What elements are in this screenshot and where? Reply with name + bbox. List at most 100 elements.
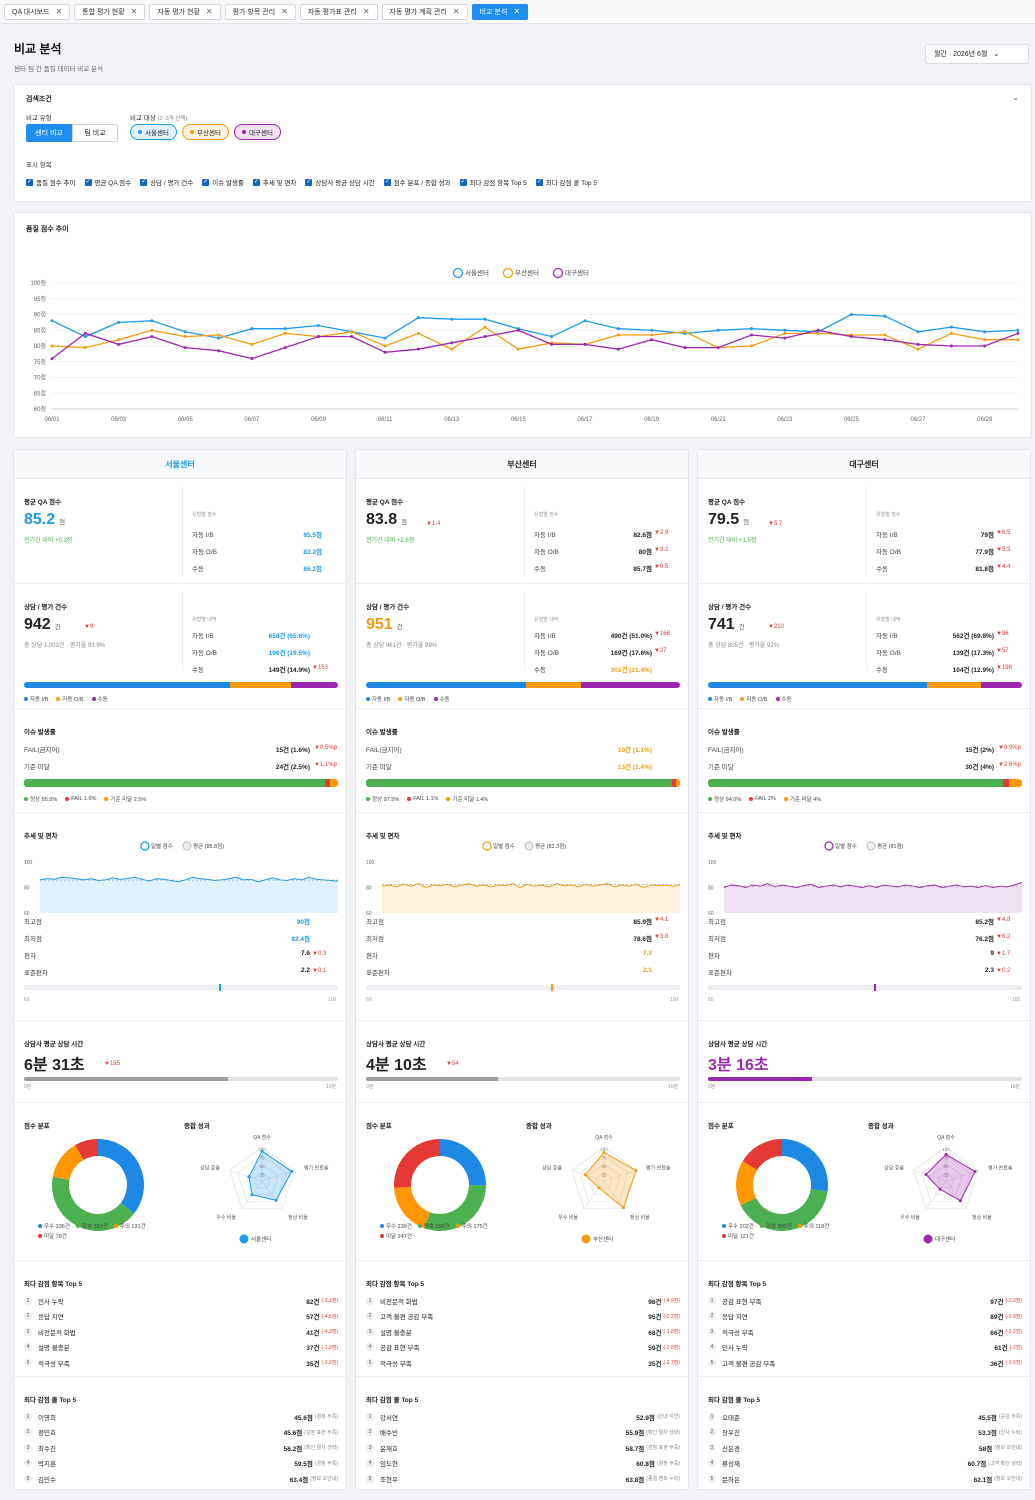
- section-title: 상담 / 평가 건수: [366, 604, 410, 611]
- checkbox-checked-icon[interactable]: ✓: [252, 178, 260, 186]
- legend-marker: [824, 841, 834, 851]
- row-value: 10건 (1.1%): [617, 747, 652, 754]
- period-select[interactable]: 월간 · 2026년 6월 ⌄: [925, 44, 1029, 64]
- radar-point: [250, 1193, 254, 1197]
- y-tick-label: 85점: [34, 327, 46, 334]
- scale-max: 100: [1012, 997, 1021, 1003]
- display-checkbox-3[interactable]: ✓ 상담 / 평가 건수: [140, 177, 193, 187]
- row-label: 최저점: [366, 936, 384, 943]
- collapse-chevron-icon[interactable]: ⌄: [1012, 93, 1019, 102]
- row-value: 149건 (14.9%): [268, 667, 310, 674]
- donut-slice: [740, 1189, 828, 1231]
- display-checkbox-9[interactable]: ✓ 최다 감점 콜 Top 5: [535, 177, 597, 187]
- tab-5[interactable]: 자동 평가표 관리 ✕: [299, 3, 378, 20]
- radar-point: [290, 1169, 294, 1173]
- team-compare-button[interactable]: 팀 비교: [72, 124, 118, 142]
- checkbox-checked-icon[interactable]: ✓: [383, 178, 391, 186]
- checkbox-checked-icon[interactable]: ✓: [305, 178, 313, 186]
- radar-tick-label: 75: [259, 1156, 265, 1161]
- close-icon[interactable]: ✕: [205, 7, 213, 16]
- issue-legend: 정상 97.5% FAIL 1.1% 기준 미달 1.4%: [366, 795, 488, 803]
- row-value: 76.2점: [975, 936, 994, 943]
- radar-axis: [945, 1170, 979, 1182]
- share-segment: [291, 682, 338, 688]
- checkbox-checked-icon[interactable]: ✓: [26, 178, 33, 186]
- target-pill-seoul[interactable]: 서울센터: [130, 124, 177, 140]
- display-checkbox-1[interactable]: ✓ 품질 점수 추이: [26, 177, 76, 187]
- rank-badge: 5: [708, 1474, 716, 1483]
- tab-1[interactable]: QA 대시보드 ✕: [4, 3, 71, 20]
- data-point: [883, 338, 887, 342]
- tab-7[interactable]: 비교 분석 ✕: [471, 3, 529, 20]
- row-value: 13건 (1.4%): [617, 764, 652, 771]
- row-label: 최고점: [366, 919, 384, 926]
- item-value: 95건: [648, 1314, 662, 1322]
- display-checkbox-2[interactable]: ✓ 평균 QA 점수: [84, 177, 131, 187]
- tab-3[interactable]: 자동 평가 현황 ✕: [149, 3, 221, 20]
- item-name: 최수진: [38, 1445, 56, 1453]
- close-icon[interactable]: ✕: [362, 7, 370, 16]
- rank-badge: 1: [708, 1412, 716, 1421]
- row-label: 최고점: [24, 919, 42, 926]
- display-checkbox-5[interactable]: ✓ 추세 및 편차: [252, 177, 296, 187]
- checkbox-checked-icon[interactable]: ✓: [459, 178, 467, 186]
- close-icon[interactable]: ✕: [55, 7, 63, 16]
- data-point: [516, 328, 520, 332]
- x-tick-label: 06/17: [577, 417, 593, 423]
- tab-2[interactable]: 통합 평가 현황 ✕: [74, 3, 146, 20]
- legend-dot-icon: [708, 697, 712, 701]
- legend-item: 우수 336건: [38, 1222, 70, 1230]
- display-checkbox-6[interactable]: ✓ 상담사 평균 상담 시간: [305, 177, 375, 187]
- share-segment: [366, 682, 527, 688]
- y-tick-label: 95점: [34, 296, 46, 303]
- checkbox-checked-icon[interactable]: ✓: [140, 178, 148, 186]
- close-icon[interactable]: ✕: [513, 7, 521, 16]
- legend-item: 양호 290건: [417, 1222, 450, 1230]
- item-value: 45.6점: [294, 1414, 313, 1422]
- display-checkbox-8[interactable]: ✓ 최다 감점 항목 Top 5: [459, 177, 527, 187]
- top-items-section: 최다 감점 항목 Top 5 1 비전문적 화법 98건 (-4.9점) 2 고객 불편 공…: [356, 1260, 688, 1376]
- data-point: [150, 335, 154, 339]
- row-value: 7.6: [300, 950, 310, 957]
- legend-item: 미달 78건: [38, 1232, 67, 1240]
- item-value: 82건: [306, 1298, 320, 1306]
- data-point: [83, 335, 87, 339]
- item-value: 53.3점: [978, 1430, 997, 1438]
- legend-item: 자동 I/B: [708, 695, 732, 703]
- item-note: (정보 오안내): [994, 1445, 1022, 1452]
- item-name: 고객 불편 공감 부족: [722, 1360, 776, 1368]
- close-icon[interactable]: ✕: [130, 7, 138, 16]
- close-icon[interactable]: ✕: [281, 7, 288, 16]
- item-name: 적극성 부족: [380, 1360, 412, 1368]
- radar-point: [621, 1206, 625, 1210]
- display-checkbox-4[interactable]: ✓ 이슈 발생률: [202, 177, 244, 187]
- score-distribution-donut: [736, 1139, 828, 1231]
- tab-6[interactable]: 자동 평가 계획 관리 ✕: [381, 3, 468, 20]
- display-checkbox-7[interactable]: ✓ 점수 분포 / 종합 성과: [383, 177, 451, 187]
- item-name: 비전문적 화법: [38, 1329, 76, 1337]
- row-label: 기준 미달: [24, 764, 50, 771]
- tab-4[interactable]: 평가 항목 관리 ✕: [224, 3, 296, 20]
- data-point: [583, 342, 587, 346]
- item-name: 강서연: [380, 1414, 398, 1422]
- radar-grid: [587, 1163, 621, 1196]
- row-delta: ▼0.5%p: [314, 745, 337, 751]
- data-point: [316, 335, 320, 339]
- radar-tick-label: 25: [943, 1173, 949, 1178]
- radar-tick-label: 50: [943, 1164, 949, 1169]
- list-item: 2 배수빈 55.9점 (확인 절차 생략): [366, 1425, 680, 1441]
- target-pill-daegu[interactable]: 대구센터: [234, 124, 281, 140]
- close-icon[interactable]: ✕: [452, 7, 460, 16]
- data-point: [650, 328, 654, 332]
- scale-min: 60: [366, 997, 372, 1003]
- radar-axis: [603, 1170, 637, 1182]
- center-column-title: 부산센터: [356, 450, 688, 479]
- center-compare-button[interactable]: 센터 비교: [26, 124, 72, 142]
- checkbox-checked-icon[interactable]: ✓: [202, 178, 210, 186]
- page-subtitle: 센터·팀 간 품질 데이터 비교 분석: [14, 66, 103, 73]
- scale-min: 60: [24, 997, 30, 1003]
- checkbox-checked-icon[interactable]: ✓: [84, 178, 92, 186]
- checkbox-checked-icon[interactable]: ✓: [535, 178, 543, 186]
- count-legend: 자동 I/B 자동 O/B 수동: [366, 695, 450, 703]
- target-pill-busan[interactable]: 부산센터: [182, 124, 229, 140]
